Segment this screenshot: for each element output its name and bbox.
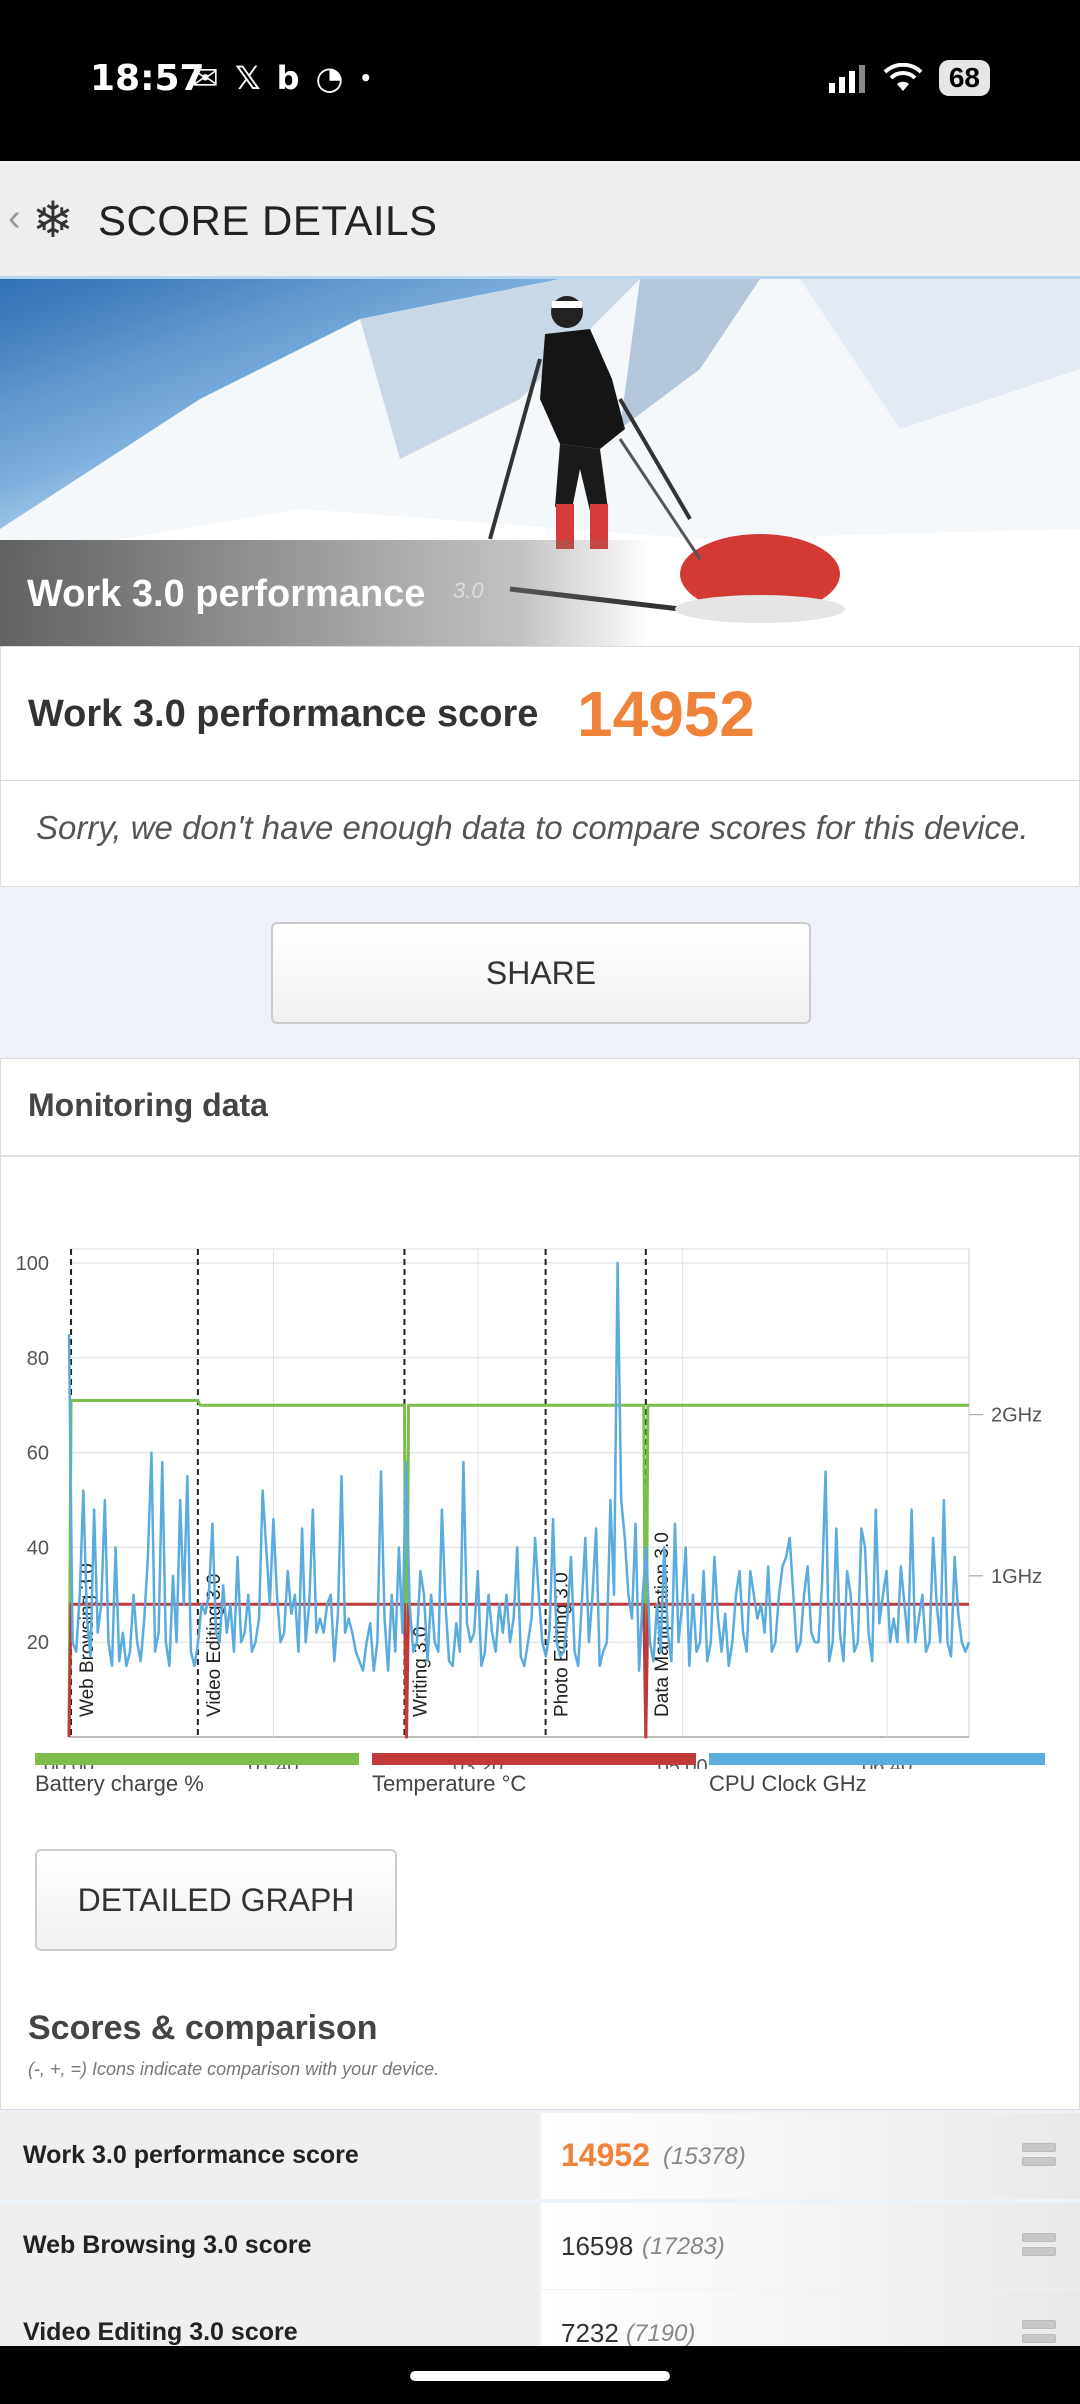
score-row-label: Web Browsing 3.0 score (23, 2231, 312, 2259)
battery-icon: 68 (938, 60, 990, 96)
y2-tick-label: 2GHz (991, 1405, 1042, 1427)
b-icon: b (276, 59, 300, 97)
equal-icon (1022, 2143, 1056, 2166)
share-button[interactable]: SHARE (271, 922, 811, 1024)
score-row[interactable]: Work 3.0 performance score 14952 (15378) (0, 2113, 1080, 2199)
score-row-compare: (7190) (626, 2320, 696, 2347)
legend-temperature-swatch (372, 1753, 696, 1765)
scores-title: Scores & comparison (28, 2009, 378, 2047)
status-right: 68 (827, 60, 990, 96)
section-marker-label: Video Editing 3.0 (204, 1574, 225, 1717)
wifi-icon (883, 63, 923, 91)
status-bar: 18:57 ✉ 𝕏 b ◔ • 68 (0, 0, 1080, 161)
home-indicator[interactable] (410, 2371, 670, 2381)
equal-icon (1022, 2320, 1056, 2343)
equal-icon (1022, 2233, 1056, 2256)
score-value: 14952 (577, 678, 755, 750)
compare-note: Sorry, we don't have enough data to comp… (36, 809, 1029, 846)
signal-icon (828, 65, 865, 93)
system-nav-bar (0, 2346, 1080, 2404)
legend-battery-swatch (35, 1753, 359, 1765)
score-row-value: 16598 (561, 2231, 634, 2261)
score-row-compare: (15378) (663, 2143, 746, 2170)
y-tick-label: 60 (27, 1443, 49, 1465)
y2-tick-label: 1GHz (991, 1566, 1042, 1588)
legend-temperature-label: Temperature °C (372, 1771, 527, 1796)
more-dot-icon: • (359, 66, 373, 90)
series-line-2 (67, 1261, 971, 1672)
compare-note-card: Sorry, we don't have enough data to comp… (0, 780, 1080, 887)
app-bar: ‹ ❄ SCORE DETAILS (0, 161, 1080, 279)
detailed-graph-button[interactable]: DETAILED GRAPH (35, 1849, 397, 1951)
score-row-compare: (17283) (642, 2233, 725, 2260)
score-row[interactable]: Video Editing 3.0 score 7232 (7190) (0, 2290, 1080, 2376)
monitoring-card: Monitoring data 204060801001GHz2GHz00:00… (0, 1058, 1080, 2110)
y-tick-label: 80 (27, 1348, 49, 1370)
hero-title-band (0, 540, 650, 646)
page-title: SCORE DETAILS (98, 197, 438, 244)
score-label: Work 3.0 performance score (28, 693, 539, 735)
messenger-icon: ✉ (192, 59, 219, 97)
legend-cpu-swatch (709, 1753, 1045, 1765)
hero-title: Work 3.0 performance (27, 573, 426, 615)
scores-subtitle: (-, +, =) Icons indicate comparison with… (28, 2059, 440, 2079)
score-row[interactable]: Web Browsing 3.0 score 16598 (17283) (0, 2203, 1080, 2289)
hero-banner: Work 3.0 performance 3.0 (0, 279, 1080, 646)
status-time: 18:57 (90, 58, 205, 99)
score-row-label: Work 3.0 performance score (23, 2141, 359, 2169)
notification-icons: ✉ 𝕏 b ◔ • (192, 58, 372, 98)
legend-cpu-label: CPU Clock GHz (709, 1771, 867, 1796)
timer-icon: ◔ (315, 59, 344, 97)
y-tick-label: 100 (16, 1253, 49, 1275)
y-tick-label: 20 (27, 1632, 49, 1654)
legend-battery-label: Battery charge % (35, 1771, 204, 1796)
monitoring-chart: 204060801001GHz2GHz00:0001:4003:2005:000… (16, 1248, 1042, 1769)
score-card: Work 3.0 performance score 14952 (0, 646, 1080, 781)
snowflake-icon: ❄ (32, 192, 74, 248)
divider (1, 1155, 1079, 1157)
score-row-value: 14952 (561, 2137, 650, 2173)
x-icon: 𝕏 (234, 59, 261, 97)
hero-version: 3.0 (453, 578, 484, 603)
back-chevron-icon[interactable]: ‹ (8, 197, 21, 239)
y-tick-label: 40 (27, 1537, 49, 1559)
score-row-label: Video Editing 3.0 score (23, 2318, 298, 2346)
score-row-value: 7232 (561, 2318, 619, 2348)
monitoring-title: Monitoring data (28, 1087, 268, 1123)
